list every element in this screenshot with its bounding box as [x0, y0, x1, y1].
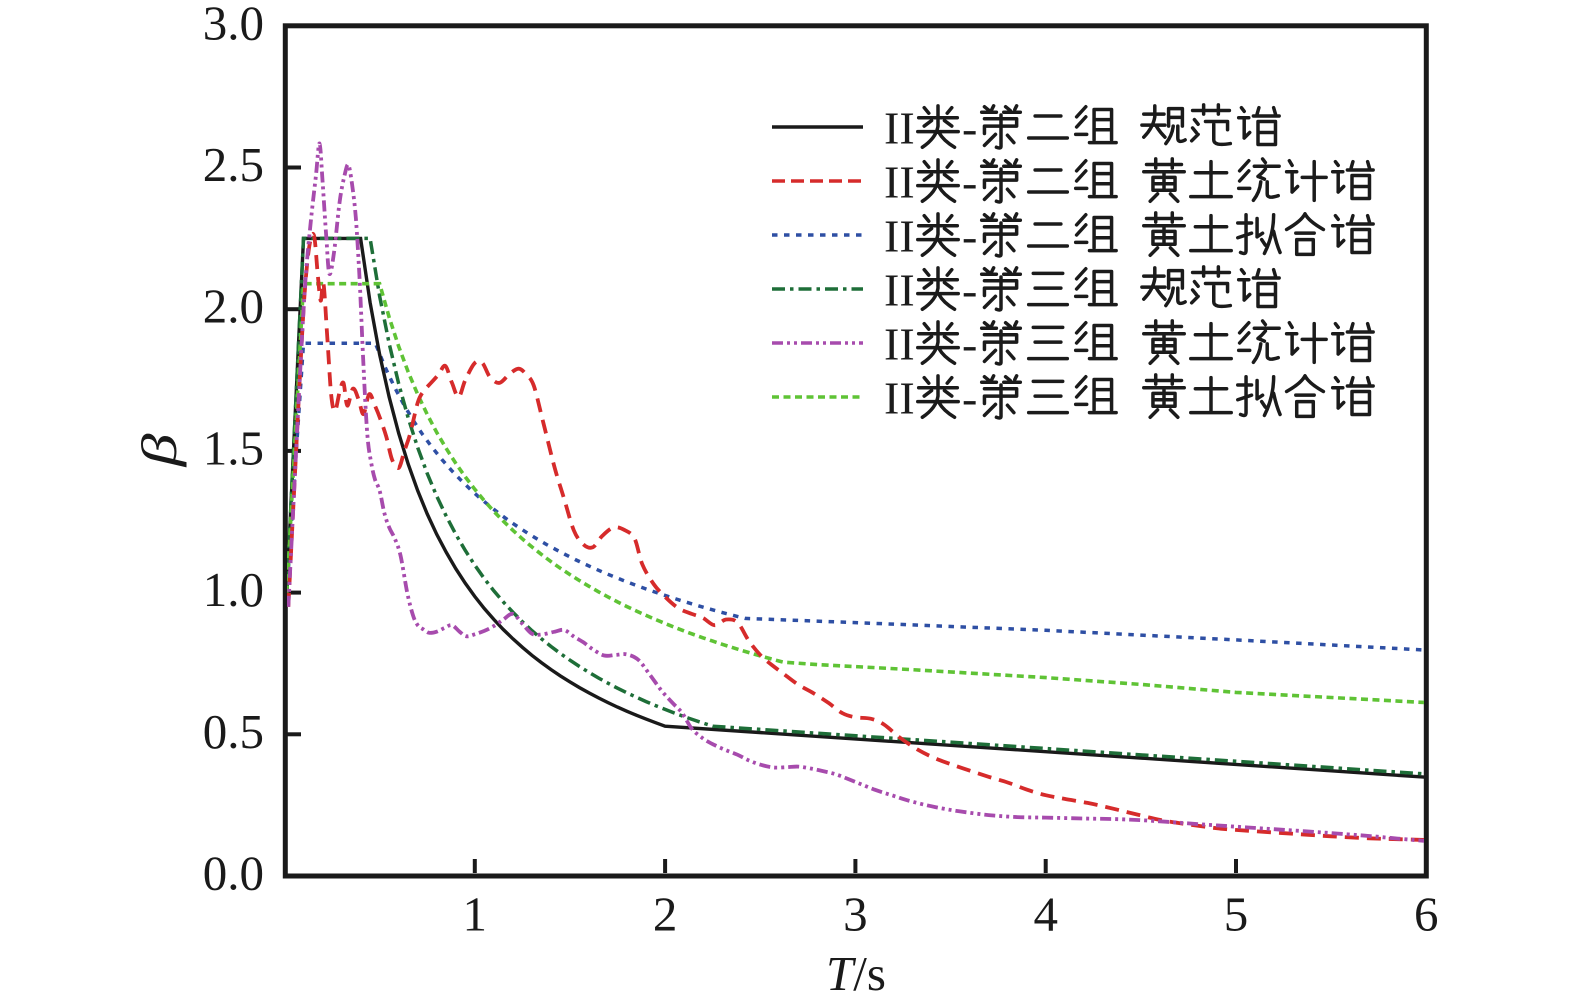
svg-text:II: II — [884, 211, 915, 262]
svg-text:0.5: 0.5 — [203, 704, 264, 759]
svg-text:1.0: 1.0 — [203, 562, 264, 617]
svg-text:II: II — [884, 157, 915, 208]
svg-text:-: - — [962, 211, 977, 262]
svg-text:1.5: 1.5 — [203, 420, 264, 475]
svg-text:-: - — [962, 157, 977, 208]
svg-text:-: - — [962, 103, 977, 154]
svg-text:1: 1 — [463, 887, 488, 942]
svg-text:2.0: 2.0 — [203, 279, 264, 334]
svg-text:II: II — [884, 319, 915, 370]
svg-text:-: - — [962, 319, 977, 370]
svg-text:0.0: 0.0 — [203, 846, 264, 901]
svg-text:4: 4 — [1033, 887, 1058, 942]
svg-text:6: 6 — [1414, 887, 1439, 942]
svg-text:II: II — [884, 265, 915, 316]
svg-text:2.5: 2.5 — [203, 137, 264, 192]
svg-text:3.0: 3.0 — [203, 0, 264, 50]
svg-text:3: 3 — [843, 887, 868, 942]
svg-text:2: 2 — [653, 887, 678, 942]
svg-text:β: β — [131, 433, 187, 468]
svg-text:T/s: T/s — [826, 946, 886, 1001]
svg-text:-: - — [962, 373, 977, 424]
svg-text:II: II — [884, 373, 915, 424]
svg-text:II: II — [884, 103, 915, 154]
svg-text:5: 5 — [1224, 887, 1249, 942]
svg-text:-: - — [962, 265, 977, 316]
